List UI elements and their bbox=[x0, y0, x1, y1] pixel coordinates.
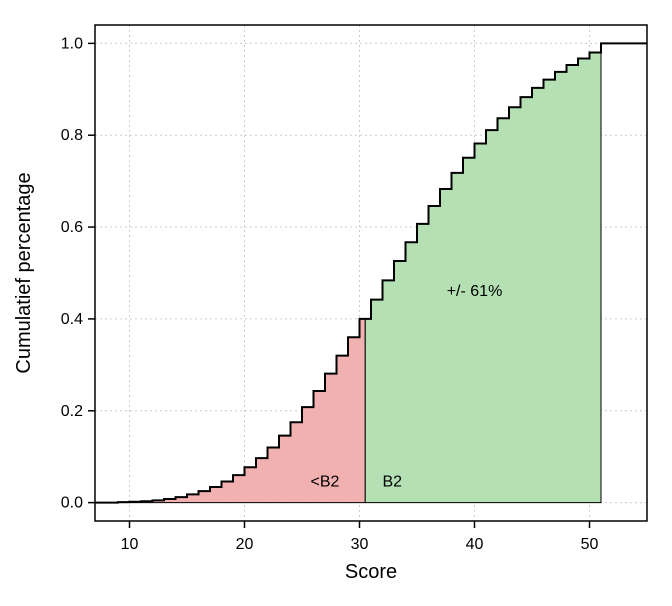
y-tick-label: 1.0 bbox=[61, 35, 83, 52]
x-axis-label: Score bbox=[345, 561, 397, 583]
y-tick-label: 0.4 bbox=[61, 311, 83, 328]
ecdf-chart: 10 20 30 40 50 0.0 0.2 0.4 0.6 0.8 1.0 Score Cumulat… bbox=[0, 0, 672, 606]
y-tick-label: 0.8 bbox=[61, 127, 83, 144]
x-tick-label: 10 bbox=[121, 536, 139, 553]
y-tick-label: 0.2 bbox=[61, 403, 83, 420]
x-tick-label: 30 bbox=[351, 536, 369, 553]
region-right-label: B2 bbox=[383, 474, 403, 491]
y-axis-label: Cumulatief percentage bbox=[13, 172, 35, 373]
x-tick-label: 40 bbox=[466, 536, 484, 553]
x-tick-label: 50 bbox=[581, 536, 599, 553]
x-tick-label: 20 bbox=[236, 536, 254, 553]
y-tick-label: 0.6 bbox=[61, 219, 83, 236]
region-left-label: <B2 bbox=[311, 474, 340, 491]
y-tick-label: 0.0 bbox=[61, 495, 83, 512]
percent-annotation: +/- 61% bbox=[447, 283, 503, 300]
chart-container: 10 20 30 40 50 0.0 0.2 0.4 0.6 0.8 1.0 Score Cumulat… bbox=[0, 0, 672, 606]
